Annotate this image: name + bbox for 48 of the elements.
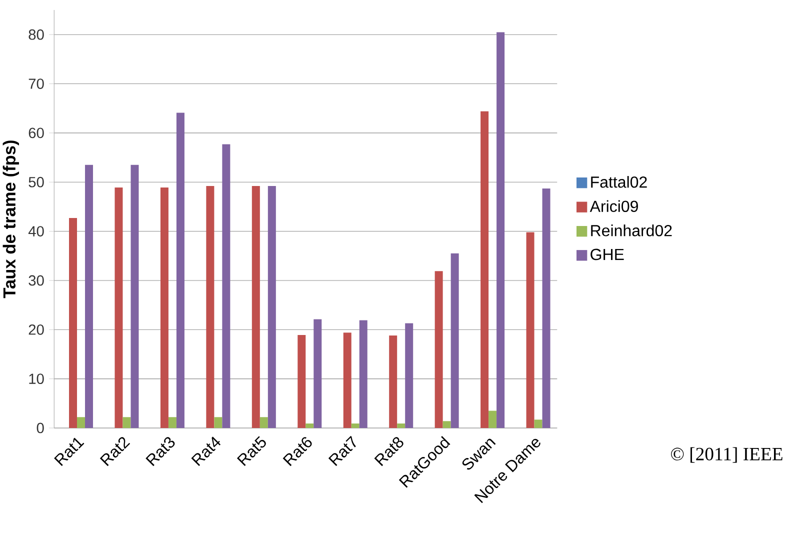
bar (450, 253, 459, 428)
bar (252, 186, 260, 428)
bar (206, 186, 214, 428)
y-tick-label: 10 (29, 374, 44, 384)
legend-label: GHE (590, 248, 624, 260)
legend-label: Fattal02 (591, 176, 647, 188)
y-tick-label: 60 (28, 128, 44, 138)
bar (314, 319, 322, 428)
bar (298, 335, 306, 428)
bar (168, 417, 176, 428)
legend-label: Arici09 (590, 200, 638, 212)
y-tick-label: 30 (28, 275, 44, 286)
bar (306, 424, 314, 428)
y-tick-label: 70 (28, 78, 44, 89)
bar (389, 336, 398, 428)
bar (542, 188, 550, 428)
y-tick-label: 50 (28, 176, 44, 188)
bar (405, 323, 414, 428)
bar (496, 32, 505, 428)
bar (122, 417, 131, 428)
bar (268, 186, 276, 428)
y-tick-label: 20 (28, 324, 44, 335)
bar (343, 332, 352, 428)
bar (222, 144, 230, 428)
bar (526, 232, 534, 428)
bar (160, 188, 168, 428)
bar (359, 320, 368, 428)
legend-label: Reinhard02 (591, 224, 672, 236)
bar (351, 424, 360, 428)
bar (488, 410, 497, 428)
bar (69, 218, 78, 428)
bar (85, 164, 94, 428)
bar (534, 420, 542, 428)
bar (130, 164, 139, 428)
bar (434, 271, 443, 428)
text: © [2011] IEEE (671, 447, 782, 463)
y-axis-title: Taux de trame (fps) (2, 140, 19, 298)
bar (114, 188, 123, 428)
y-tick-label: 40 (28, 226, 44, 236)
bar (176, 112, 184, 428)
y-tick-label: 0 (36, 422, 44, 434)
bar (77, 417, 86, 428)
bar (214, 417, 222, 428)
bar (397, 424, 406, 428)
bar (260, 417, 268, 428)
y-tick-label: 80 (28, 29, 44, 40)
bar (480, 111, 489, 428)
bar (442, 421, 451, 428)
